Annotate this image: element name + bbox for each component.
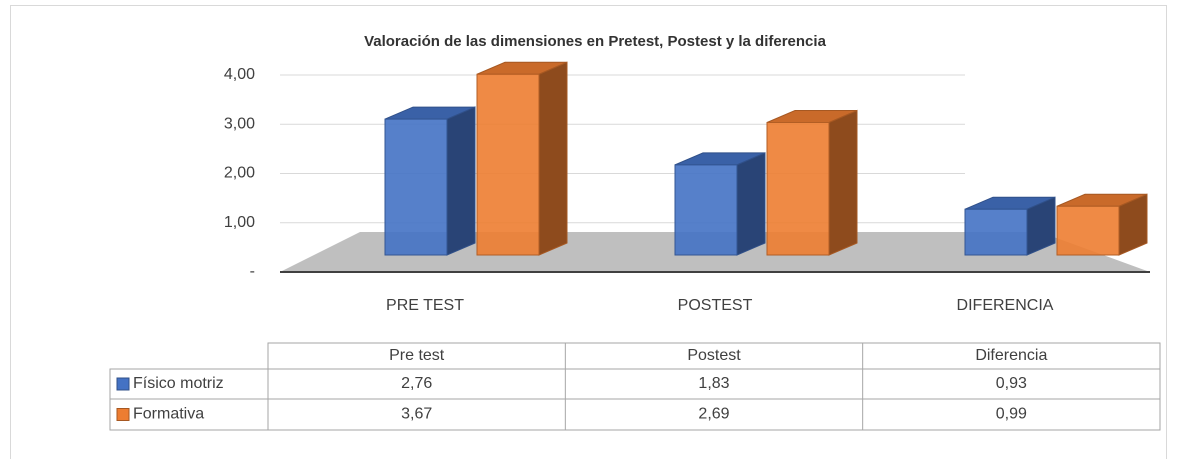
chart-border [10,5,1167,459]
legend-swatch [116,377,130,391]
bar [964,208,1028,256]
table-column-header: Diferencia [975,347,1047,364]
bar [674,164,738,256]
legend-label: Formativa [133,406,204,423]
y-tick-label: - [250,263,255,280]
bar [766,122,830,256]
legend-swatch [116,408,130,421]
table-value: 0,99 [996,406,1027,423]
y-tick-label: 4,00 [224,66,255,83]
legend-label: Físico motriz [133,375,224,392]
chart-title: Valoración de las dimensiones en Pretest… [364,33,827,50]
x-tick-label: DIFERENCIA [957,297,1054,314]
bar-side [828,109,858,256]
x-tick-label: PRE TEST [386,297,464,314]
table-column-header: Pre test [389,347,445,364]
table-value: 3,67 [401,406,432,423]
y-tick-label: 2,00 [224,165,255,182]
bar-side [538,61,568,256]
bar-side [446,106,476,256]
y-tick-label: 1,00 [224,214,255,231]
table-value: 2,76 [401,375,432,392]
bar [1056,205,1120,256]
table-value: 1,83 [698,375,729,392]
table-value: 2,69 [698,406,729,423]
table-column-header: Postest [687,347,741,364]
x-tick-label: POSTEST [678,297,753,314]
y-tick-label: 3,00 [224,115,255,132]
bar [476,73,540,256]
bar-side [736,152,766,256]
bar [384,118,448,256]
table-value: 0,93 [996,375,1027,392]
